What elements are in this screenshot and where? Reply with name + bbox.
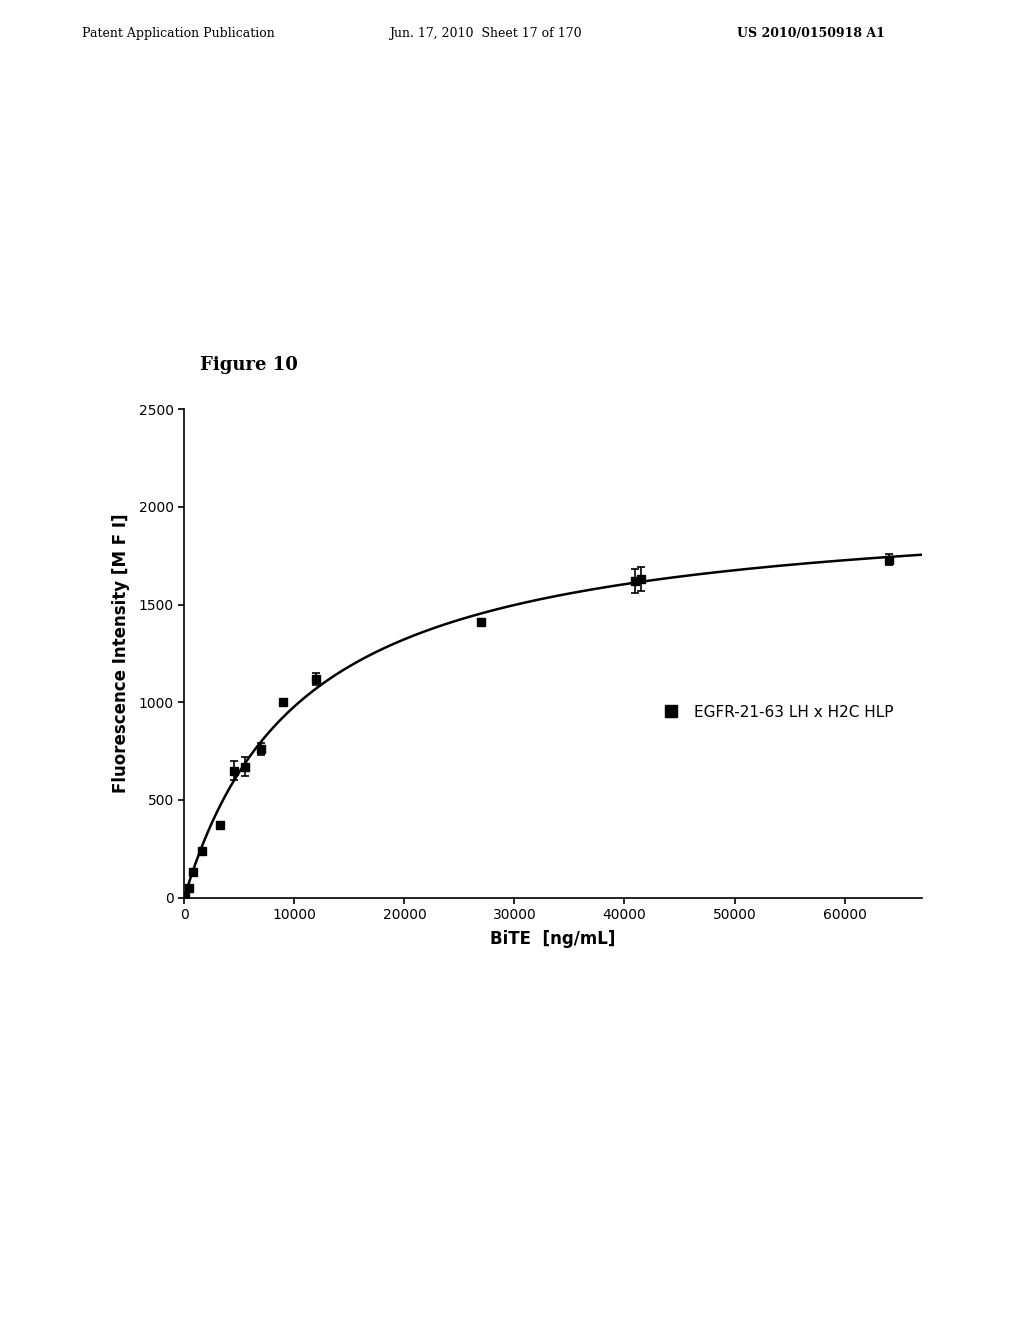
Text: Figure 10: Figure 10	[200, 355, 298, 374]
Text: Patent Application Publication: Patent Application Publication	[82, 26, 274, 40]
Y-axis label: Fluorescence Intensity [M F I]: Fluorescence Intensity [M F I]	[113, 513, 130, 793]
Text: Jun. 17, 2010  Sheet 17 of 170: Jun. 17, 2010 Sheet 17 of 170	[389, 26, 582, 40]
X-axis label: BiTE  [ng/mL]: BiTE [ng/mL]	[490, 931, 615, 948]
Text: US 2010/0150918 A1: US 2010/0150918 A1	[737, 26, 885, 40]
Legend: EGFR-21-63 LH x H2C HLP: EGFR-21-63 LH x H2C HLP	[649, 698, 899, 726]
